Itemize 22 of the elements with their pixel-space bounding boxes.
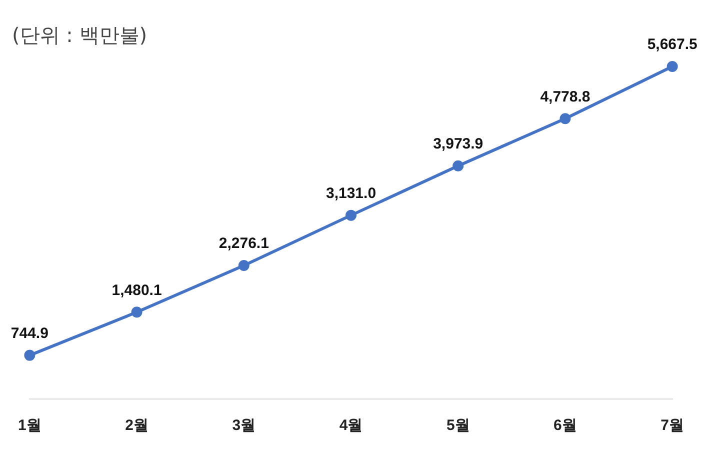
point: [452, 160, 464, 172]
x-tick-label: 1월: [18, 417, 42, 434]
data-label: 4,778.8: [540, 88, 590, 106]
text: (단위 : 백만불): [12, 22, 148, 49]
point: [346, 210, 356, 221]
data-label: 1,480.1: [112, 282, 162, 299]
data-label: 3,131.0: [326, 184, 376, 202]
data-label: 2,276.1: [218, 235, 269, 252]
data-label: 3,973.9: [433, 136, 484, 153]
x-tick-label: 3월: [232, 417, 256, 434]
x-tick-label: 2월: [125, 417, 148, 434]
x-tick-label: 7월: [660, 417, 684, 434]
point: [560, 113, 571, 124]
point: [131, 306, 142, 318]
data-label: 744.9: [10, 324, 48, 342]
x-tick-label: 4월: [339, 417, 363, 434]
x-tick-label: 5월: [446, 417, 470, 434]
point: [238, 260, 250, 271]
data-label: 5,667.5: [647, 36, 698, 54]
point: [24, 350, 36, 361]
x-tick-label: 6월: [554, 417, 577, 434]
point: [666, 61, 678, 72]
